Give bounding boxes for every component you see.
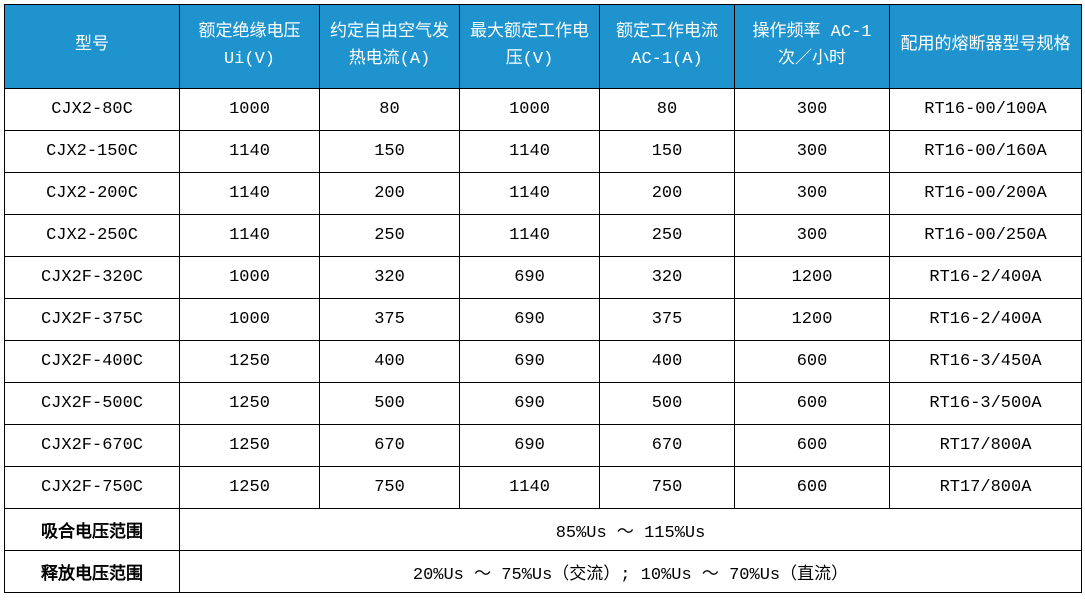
- table-cell: 250: [599, 214, 735, 257]
- table-cell: 400: [319, 340, 460, 383]
- table-cell: 300: [734, 88, 890, 131]
- table-row: CJX2-80C 1000 80 1000 80 300 RT16-00/100…: [4, 88, 1082, 131]
- table-cell: 300: [734, 172, 890, 215]
- table-cell: 500: [319, 382, 460, 425]
- table-cell: CJX2F-670C: [4, 424, 180, 467]
- table-row: CJX2-200C 1140 200 1140 200 300 RT16-00/…: [4, 172, 1082, 215]
- table-cell: CJX2-150C: [4, 130, 180, 173]
- table-cell: 1140: [459, 466, 600, 509]
- footer-label-release-voltage: 释放电压范围: [4, 550, 180, 593]
- table-cell: CJX2-80C: [4, 88, 180, 131]
- table-cell: 1000: [459, 88, 600, 131]
- table-cell: 300: [734, 130, 890, 173]
- table-cell: RT16-00/160A: [889, 130, 1082, 173]
- header-cell-model: 型号: [4, 4, 180, 89]
- header-cell-working-current: 额定工作电流 AC-1(A): [599, 4, 735, 89]
- table-cell: 690: [459, 382, 600, 425]
- table-cell: 1140: [459, 172, 600, 215]
- table-cell: 1000: [179, 256, 320, 299]
- table-cell: 320: [599, 256, 735, 299]
- table-cell: CJX2F-320C: [4, 256, 180, 299]
- footer-row-pickup-voltage: 吸合电压范围 85%Us ～ 115%Us: [4, 508, 1082, 551]
- table-cell: 690: [459, 340, 600, 383]
- table-cell: 1200: [734, 256, 890, 299]
- table-cell: CJX2F-750C: [4, 466, 180, 509]
- table-cell: 375: [599, 298, 735, 341]
- table-cell: 690: [459, 424, 600, 467]
- table-row: CJX2F-320C 1000 320 690 320 1200 RT16-2/…: [4, 256, 1082, 299]
- table-cell: 320: [319, 256, 460, 299]
- table-cell: 80: [319, 88, 460, 131]
- footer-value-pickup-voltage: 85%Us ～ 115%Us: [179, 508, 1082, 551]
- table-cell: RT16-2/400A: [889, 298, 1082, 341]
- table-cell: 1200: [734, 298, 890, 341]
- table-cell: CJX2F-500C: [4, 382, 180, 425]
- table-row: CJX2F-375C 1000 375 690 375 1200 RT16-2/…: [4, 298, 1082, 341]
- table-cell: 600: [734, 424, 890, 467]
- table-cell: 1250: [179, 382, 320, 425]
- table-cell: 670: [599, 424, 735, 467]
- header-cell-operation-frequency: 操作频率 AC-1 次／小时: [734, 4, 890, 89]
- table-cell: 500: [599, 382, 735, 425]
- table-cell: 1140: [179, 214, 320, 257]
- table-row: CJX2-250C 1140 250 1140 250 300 RT16-00/…: [4, 214, 1082, 257]
- table-cell: 600: [734, 466, 890, 509]
- table-cell: RT16-2/400A: [889, 256, 1082, 299]
- table-cell: 1140: [459, 214, 600, 257]
- table-cell: 690: [459, 256, 600, 299]
- table-cell: RT16-00/200A: [889, 172, 1082, 215]
- table-cell: CJX2F-400C: [4, 340, 180, 383]
- table-cell: 375: [319, 298, 460, 341]
- table-row: CJX2-150C 1140 150 1140 150 300 RT16-00/…: [4, 130, 1082, 173]
- contactor-spec-table: 型号 额定绝缘电压 Ui(V) 约定自由空气发热电流(A) 最大额定工作电压(V…: [4, 4, 1082, 593]
- table-cell: 670: [319, 424, 460, 467]
- table-cell: 1250: [179, 340, 320, 383]
- table-cell: RT16-3/450A: [889, 340, 1082, 383]
- table-row: CJX2F-750C 1250 750 1140 750 600 RT17/80…: [4, 466, 1082, 509]
- table-cell: 1000: [179, 298, 320, 341]
- table-cell: 1250: [179, 424, 320, 467]
- table-cell: 300: [734, 214, 890, 257]
- table-cell: 200: [319, 172, 460, 215]
- table-cell: RT16-3/500A: [889, 382, 1082, 425]
- footer-row-release-voltage: 释放电压范围 20%Us ～ 75%Us（交流）; 10%Us ～ 70%Us（…: [4, 550, 1082, 593]
- header-cell-fuse-spec: 配用的熔断器型号规格: [889, 4, 1082, 89]
- header-cell-insulation-voltage: 额定绝缘电压 Ui(V): [179, 4, 320, 89]
- table-cell: 600: [734, 382, 890, 425]
- table-cell: CJX2-250C: [4, 214, 180, 257]
- table-cell: 150: [599, 130, 735, 173]
- table-cell: RT16-00/250A: [889, 214, 1082, 257]
- header-cell-max-working-voltage: 最大额定工作电压(V): [459, 4, 600, 89]
- table-row: CJX2F-670C 1250 670 690 670 600 RT17/800…: [4, 424, 1082, 467]
- table-cell: 80: [599, 88, 735, 131]
- table-cell: 1140: [179, 172, 320, 215]
- table-cell: CJX2F-375C: [4, 298, 180, 341]
- table-cell: 1140: [179, 130, 320, 173]
- table-cell: 690: [459, 298, 600, 341]
- table-cell: RT17/800A: [889, 466, 1082, 509]
- table-row: CJX2F-500C 1250 500 690 500 600 RT16-3/5…: [4, 382, 1082, 425]
- table-cell: 600: [734, 340, 890, 383]
- table-cell: 200: [599, 172, 735, 215]
- table-cell: 1140: [459, 130, 600, 173]
- table-cell: RT17/800A: [889, 424, 1082, 467]
- header-cell-thermal-current: 约定自由空气发热电流(A): [319, 4, 460, 89]
- table-cell: 250: [319, 214, 460, 257]
- table-row: CJX2F-400C 1250 400 690 400 600 RT16-3/4…: [4, 340, 1082, 383]
- header-row: 型号 额定绝缘电压 Ui(V) 约定自由空气发热电流(A) 最大额定工作电压(V…: [4, 4, 1082, 89]
- footer-value-release-voltage: 20%Us ～ 75%Us（交流）; 10%Us ～ 70%Us（直流）: [179, 550, 1082, 593]
- table-cell: 750: [599, 466, 735, 509]
- table-cell: RT16-00/100A: [889, 88, 1082, 131]
- footer-label-pickup-voltage: 吸合电压范围: [4, 508, 180, 551]
- table-cell: 1000: [179, 88, 320, 131]
- table-cell: 150: [319, 130, 460, 173]
- table-cell: 1250: [179, 466, 320, 509]
- table-cell: CJX2-200C: [4, 172, 180, 215]
- table-cell: 750: [319, 466, 460, 509]
- table-cell: 400: [599, 340, 735, 383]
